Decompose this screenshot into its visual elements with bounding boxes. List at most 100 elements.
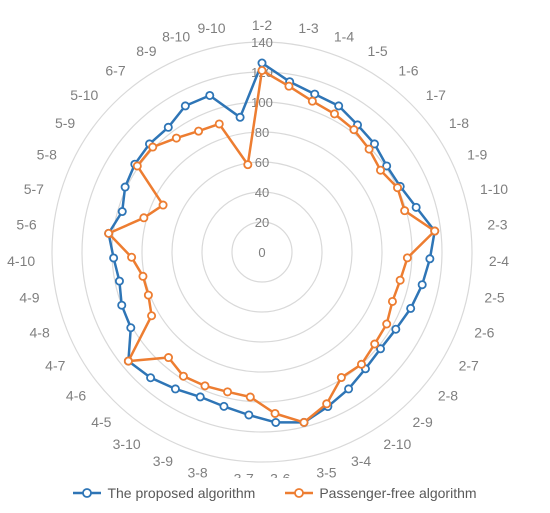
category-label: 2-4 (489, 253, 509, 269)
data-point (356, 359, 366, 369)
category-label: 3-5 (316, 464, 336, 478)
data-point (370, 339, 380, 349)
category-label: 3-6 (270, 470, 290, 478)
data-point (219, 401, 229, 411)
series-1 (104, 58, 440, 427)
radial-tick-label: 0 (258, 245, 265, 260)
category-label: 2-7 (459, 358, 479, 374)
category-label: 3-9 (153, 453, 173, 469)
category-label: 3-4 (351, 453, 371, 469)
category-label: 4-7 (45, 358, 65, 374)
data-point (370, 139, 380, 149)
data-point (235, 112, 245, 122)
data-point (344, 384, 354, 394)
category-label: 5-6 (16, 217, 36, 233)
category-label: 5-10 (70, 87, 98, 103)
data-point (270, 408, 280, 418)
data-point (138, 271, 148, 281)
data-point (205, 90, 215, 100)
data-point (180, 101, 190, 111)
data-point (117, 207, 127, 217)
data-point (417, 280, 427, 290)
data-point (393, 183, 403, 193)
data-point (104, 228, 114, 238)
data-point (349, 125, 359, 135)
data-point (158, 200, 168, 210)
data-point (243, 160, 253, 170)
data-point (257, 66, 267, 76)
legend-item-series-1: The proposed algorithm (73, 485, 255, 501)
series-2 (104, 66, 440, 427)
category-label: 2-3 (487, 217, 507, 233)
data-point (132, 161, 142, 171)
data-point (391, 324, 401, 334)
data-point (425, 254, 435, 264)
data-point (200, 381, 210, 391)
data-point (171, 133, 181, 143)
data-point (114, 276, 124, 286)
data-point (163, 122, 173, 132)
data-point (123, 356, 133, 366)
data-point (402, 253, 412, 263)
category-label: 1-8 (449, 115, 469, 131)
category-label: 8-10 (162, 29, 190, 45)
grid-ring (171, 161, 353, 343)
category-label: 2-5 (484, 289, 504, 305)
radial-tick-label: 60 (255, 155, 269, 170)
category-label: 1-10 (480, 181, 508, 197)
data-point (120, 182, 130, 192)
legend-marker-series-1 (73, 488, 102, 498)
category-label: 4-5 (91, 414, 111, 430)
radial-tick-label: 20 (255, 215, 269, 230)
radial-tick-label: 140 (251, 35, 273, 50)
category-label: 1-2 (252, 17, 272, 33)
data-point (257, 58, 267, 68)
data-point (307, 96, 317, 106)
data-point (139, 213, 149, 223)
data-point (194, 126, 204, 136)
category-label: 4-8 (30, 324, 50, 340)
grid-ring (141, 131, 383, 373)
category-label: 4-9 (19, 289, 39, 305)
category-label: 3-10 (113, 436, 141, 452)
data-point (400, 206, 410, 216)
radial-tick-label: 80 (255, 125, 269, 140)
data-point (364, 144, 374, 154)
category-label: 3-8 (187, 464, 207, 478)
category-label: 1-4 (334, 29, 354, 45)
data-point (214, 119, 224, 129)
category-label: 1-7 (426, 87, 446, 103)
category-label: 1-6 (398, 63, 418, 79)
data-point (126, 323, 136, 333)
category-label: 3-7 (234, 470, 254, 478)
data-point (223, 387, 233, 397)
category-label: 4-6 (66, 388, 86, 404)
series-layer (104, 58, 440, 427)
data-point (244, 410, 254, 420)
data-point (146, 373, 156, 383)
category-label: 9-10 (198, 20, 226, 36)
data-point (310, 89, 320, 99)
legend-label-series-2: Passenger-free algorithm (319, 485, 477, 501)
radial-tick-label: 100 (251, 95, 273, 110)
data-point (382, 161, 392, 171)
category-label: 2-9 (413, 414, 433, 430)
grid-ring (201, 191, 323, 313)
data-point (284, 81, 294, 91)
data-point (322, 399, 332, 409)
category-label: 1-5 (367, 43, 387, 59)
radial-tick-label: 40 (255, 185, 269, 200)
legend: The proposed algorithm Passenger-free al… (0, 478, 550, 508)
data-point (147, 311, 157, 321)
category-label: 1-9 (467, 147, 487, 163)
data-point (163, 353, 173, 363)
data-point (117, 300, 127, 310)
data-point (376, 344, 386, 354)
data-point (195, 392, 205, 402)
category-labels: 1-2 1-3 1-4 1-5 1-6 1-71-8 1-9 1-10 2-3 2-4 2-5 2-6… (7, 17, 509, 478)
category-label: 4-10 (7, 253, 35, 269)
grid-ring (231, 221, 293, 283)
data-point (109, 253, 119, 263)
legend-marker-series-2 (285, 488, 314, 498)
series-line (107, 61, 436, 424)
